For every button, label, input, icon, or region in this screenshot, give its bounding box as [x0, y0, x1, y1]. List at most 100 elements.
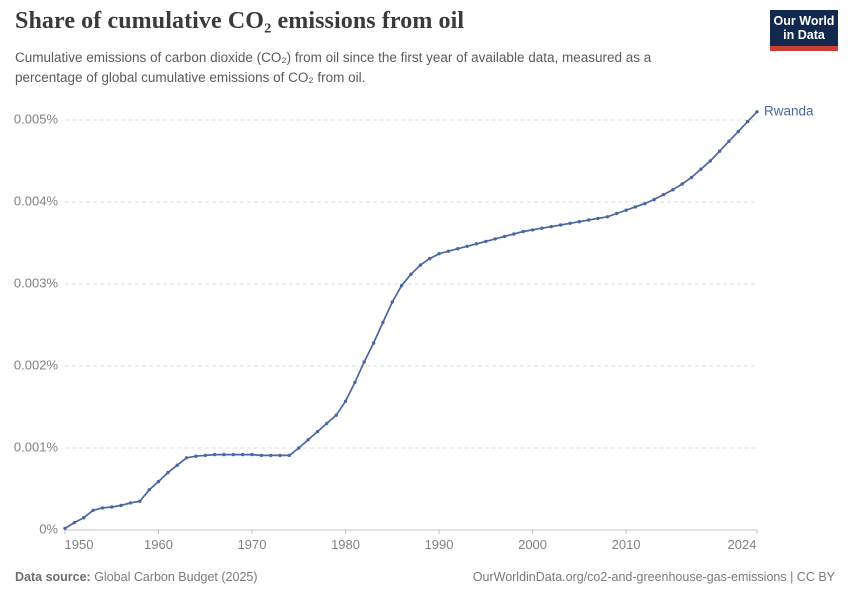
x-axis-tick-label: 1950: [65, 537, 94, 552]
data-point: [306, 438, 310, 442]
data-point: [717, 149, 722, 153]
data-point: [334, 413, 338, 417]
data-point: [428, 256, 432, 261]
data-point: [194, 454, 198, 458]
data-point: [353, 380, 357, 385]
y-axis-tick-label: 0.001%: [14, 439, 59, 454]
data-source-value: Global Carbon Budget (2025): [90, 570, 258, 584]
data-point: [241, 452, 245, 457]
data-point: [63, 526, 67, 531]
data-point: [315, 429, 320, 434]
data-point: [222, 452, 226, 457]
y-axis-tick-label: 0.005%: [14, 111, 59, 126]
chart-subtitle: Cumulative emissions of carbon dioxide (…: [15, 50, 652, 85]
data-point: [643, 201, 647, 206]
data-point: [166, 470, 170, 475]
x-axis-tick-label: 1970: [238, 537, 267, 552]
data-point: [362, 360, 366, 364]
data-point: [184, 456, 189, 460]
data-point: [512, 232, 516, 236]
data-point: [521, 229, 525, 234]
data-point: [465, 244, 469, 248]
data-point: [699, 167, 703, 171]
y-axis-tick-label: 0.004%: [14, 193, 59, 208]
y-axis-tick-label: 0%: [39, 521, 58, 536]
data-point: [577, 220, 581, 224]
data-point: [633, 205, 638, 209]
series-line-rwanda[interactable]: [64, 110, 758, 530]
chart-footer: Data source: Global Carbon Budget (2025)…: [15, 570, 835, 584]
data-point: [708, 159, 712, 163]
page-title: Share of cumulative CO₂ emissions from o…: [15, 8, 465, 34]
data-point: [493, 237, 497, 241]
data-point: [530, 228, 535, 232]
data-point: [269, 453, 273, 458]
data-point: [409, 272, 413, 276]
y-axis-tick-label: 0.003%: [14, 275, 59, 290]
data-point: [755, 110, 759, 114]
x-axis-tick-label: 1980: [331, 537, 360, 552]
data-point: [371, 341, 376, 345]
x-axis-tick-label: 1960: [144, 537, 173, 552]
data-point: [259, 453, 264, 458]
data-point: [587, 218, 591, 222]
data-point: [100, 506, 105, 510]
data-point: [549, 224, 553, 229]
data-point: [297, 446, 301, 450]
data-point: [671, 188, 675, 192]
data-point: [680, 182, 684, 186]
data-point: [119, 503, 123, 508]
data-point: [156, 479, 161, 484]
owid-logo-line2: in Data: [783, 28, 825, 42]
data-source: Data source: Global Carbon Budget (2025): [15, 570, 258, 584]
data-point: [652, 197, 656, 202]
data-point: [540, 226, 544, 230]
data-point: [128, 501, 133, 505]
data-point: [727, 139, 731, 143]
series-label-rwanda[interactable]: Rwanda: [764, 103, 814, 118]
data-point: [558, 223, 563, 227]
owid-logo[interactable]: Our World in Data: [770, 10, 838, 51]
data-point: [736, 129, 740, 134]
data-point: [474, 242, 479, 246]
data-point: [72, 520, 77, 525]
x-axis-tick-label: 2010: [612, 537, 641, 552]
data-point: [390, 300, 394, 304]
data-point: [399, 283, 404, 288]
data-point: [437, 252, 441, 256]
footer-citation-link[interactable]: OurWorldinData.org/co2-and-greenhouse-ga…: [472, 570, 835, 584]
data-point: [325, 421, 329, 426]
data-point: [138, 499, 142, 503]
data-point: [91, 508, 95, 512]
x-axis-tick-label: 1990: [425, 537, 454, 552]
data-point: [231, 452, 235, 457]
data-point: [624, 208, 628, 212]
x-axis-tick-label: 2024: [728, 537, 757, 552]
owid-logo-line1: Our World: [773, 13, 835, 28]
data-point: [484, 239, 488, 244]
data-point: [689, 175, 694, 180]
data-point: [278, 453, 282, 458]
data-point: [110, 505, 114, 509]
data-source-label: Data source:: [15, 570, 91, 584]
data-point: [287, 453, 292, 458]
data-point: [212, 452, 217, 457]
data-point: [605, 215, 610, 219]
data-point: [175, 463, 179, 467]
data-point: [82, 516, 86, 520]
data-point: [418, 263, 423, 267]
data-point: [502, 234, 507, 239]
data-point: [147, 488, 151, 492]
data-point: [446, 249, 451, 253]
chart-plot-area[interactable]: 0% 0.001% 0.002% 0.003% 0.004% 0.005% 1950 1960…: [0, 95, 850, 570]
x-axis-tick-label: 2000: [518, 537, 547, 552]
data-point: [203, 453, 207, 458]
data-point: [343, 399, 348, 403]
data-point: [661, 192, 666, 197]
data-point: [250, 452, 254, 457]
data-point: [568, 221, 572, 225]
data-point: [745, 119, 750, 124]
y-axis-tick-label: 0.002%: [14, 357, 59, 372]
data-point: [381, 320, 385, 325]
